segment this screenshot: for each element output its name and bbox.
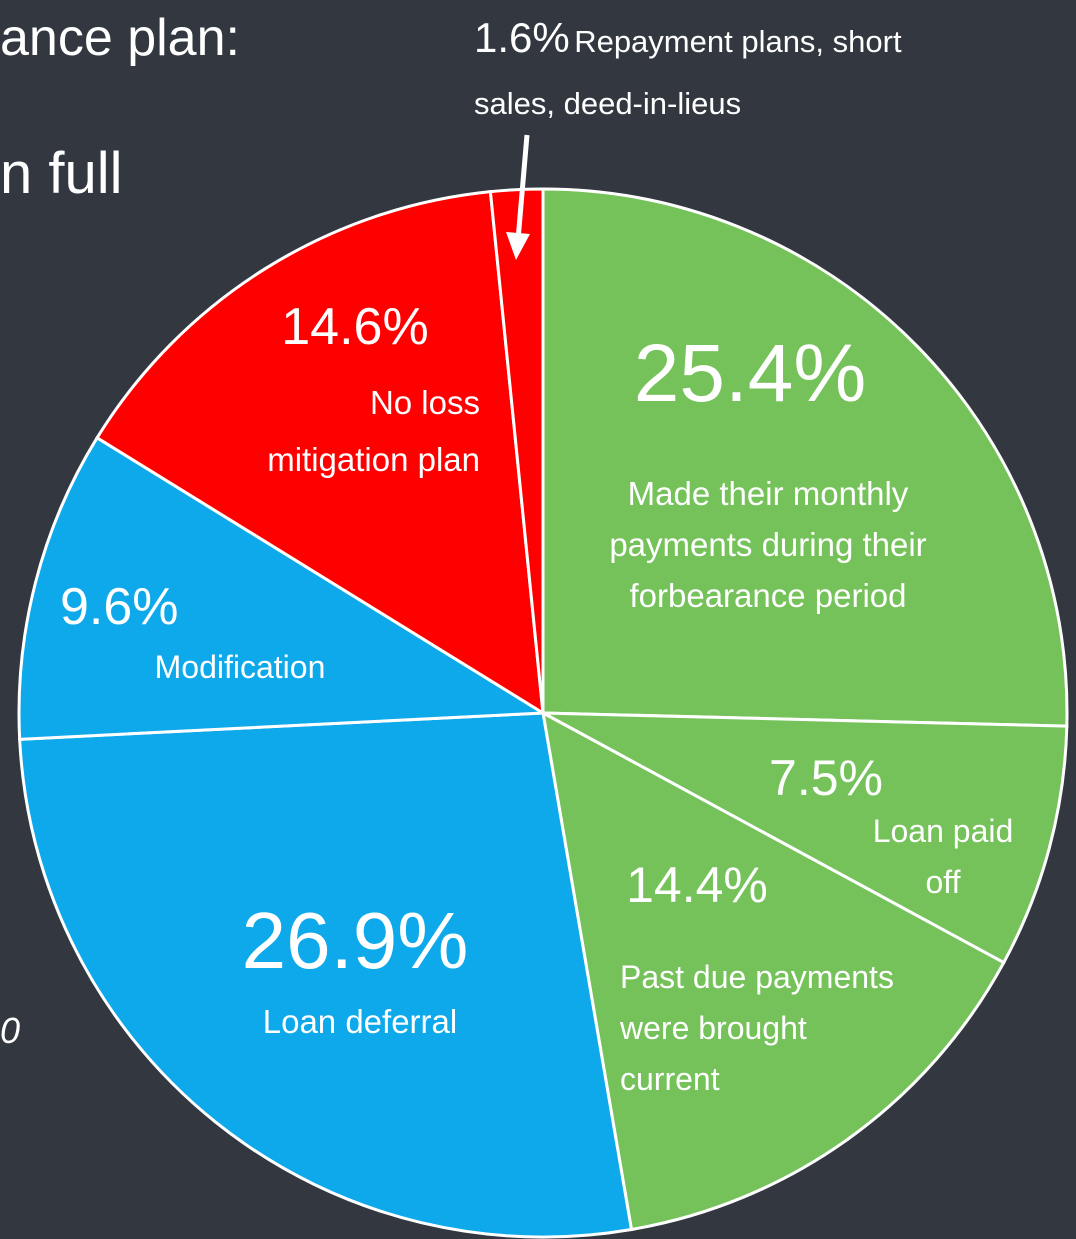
value-label: 9.6% — [60, 578, 179, 636]
background-text: n full — [0, 141, 123, 206]
wedge — [541, 187, 1069, 728]
wedge — [488, 187, 545, 714]
wedge — [95, 190, 545, 716]
callout: 1.6% Repayment plans, short sales, deed-… — [474, 10, 944, 138]
category-label: Past due payments were brought current — [620, 959, 894, 1097]
wedge — [542, 711, 1069, 965]
category-label: Loan paid off — [872, 813, 1014, 900]
background-text: ance plan: — [0, 9, 240, 67]
pie — [17, 187, 1069, 1239]
arrow-shaft — [515, 134, 530, 241]
category-label: Repayment plans, short sales, deed-in-li… — [474, 24, 902, 121]
arrow-head — [506, 232, 530, 260]
wedge — [541, 710, 1006, 1232]
background-text: 0 — [0, 1010, 21, 1051]
category-label: Made their monthly payments during their… — [609, 475, 927, 614]
value-label: 1.6% — [474, 14, 570, 61]
wedge — [18, 711, 634, 1239]
value-label: 14.6% — [281, 298, 429, 356]
wedge — [17, 435, 548, 741]
category-label: Loan deferral — [262, 1003, 458, 1040]
value-label: 14.4% — [626, 857, 768, 913]
value-label: 7.5% — [769, 750, 883, 806]
value-label: 26.9% — [241, 896, 469, 985]
category-label: Modification — [154, 649, 326, 685]
category-label: No loss mitigation plan — [267, 384, 480, 478]
value-label: 25.4% — [633, 328, 867, 419]
